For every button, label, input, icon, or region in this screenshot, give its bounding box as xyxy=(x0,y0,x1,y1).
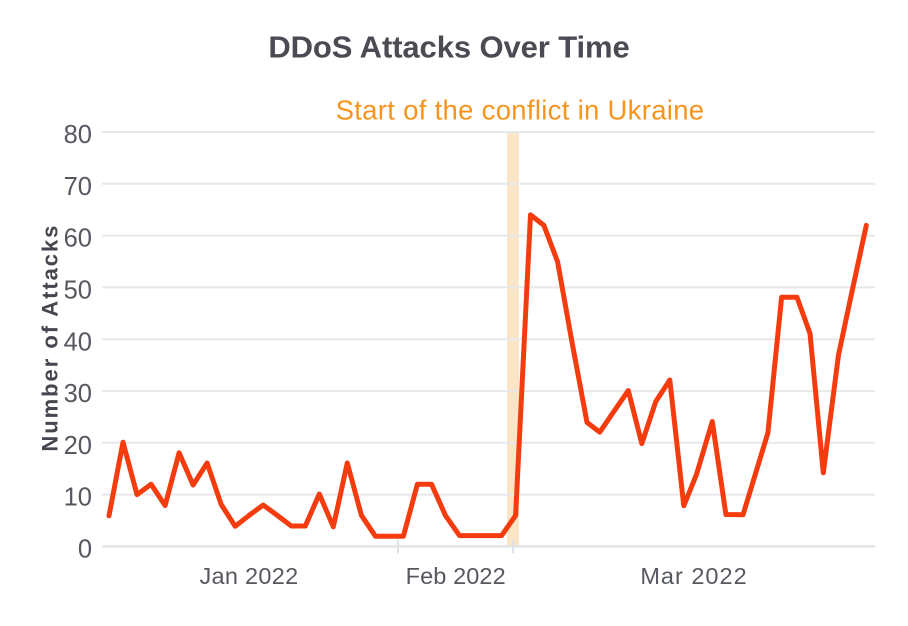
svg-text:70: 70 xyxy=(64,173,92,201)
svg-text:0: 0 xyxy=(78,536,92,564)
svg-text:Jan 2022: Jan 2022 xyxy=(199,563,298,589)
svg-text:DDoS Attacks Over Time: DDoS Attacks Over Time xyxy=(268,29,629,64)
svg-text:50: 50 xyxy=(64,277,92,305)
svg-text:Mar 2022: Mar 2022 xyxy=(640,563,747,589)
svg-text:Start of the conflict in Ukrai: Start of the conflict in Ukraine xyxy=(336,95,705,126)
svg-text:40: 40 xyxy=(64,328,92,356)
svg-text:60: 60 xyxy=(64,225,92,253)
svg-text:Number of Attacks: Number of Attacks xyxy=(38,224,63,452)
svg-text:30: 30 xyxy=(64,380,92,408)
svg-text:Feb 2022: Feb 2022 xyxy=(406,563,506,589)
svg-text:10: 10 xyxy=(64,484,92,512)
svg-text:20: 20 xyxy=(64,432,92,460)
svg-text:80: 80 xyxy=(64,121,92,149)
